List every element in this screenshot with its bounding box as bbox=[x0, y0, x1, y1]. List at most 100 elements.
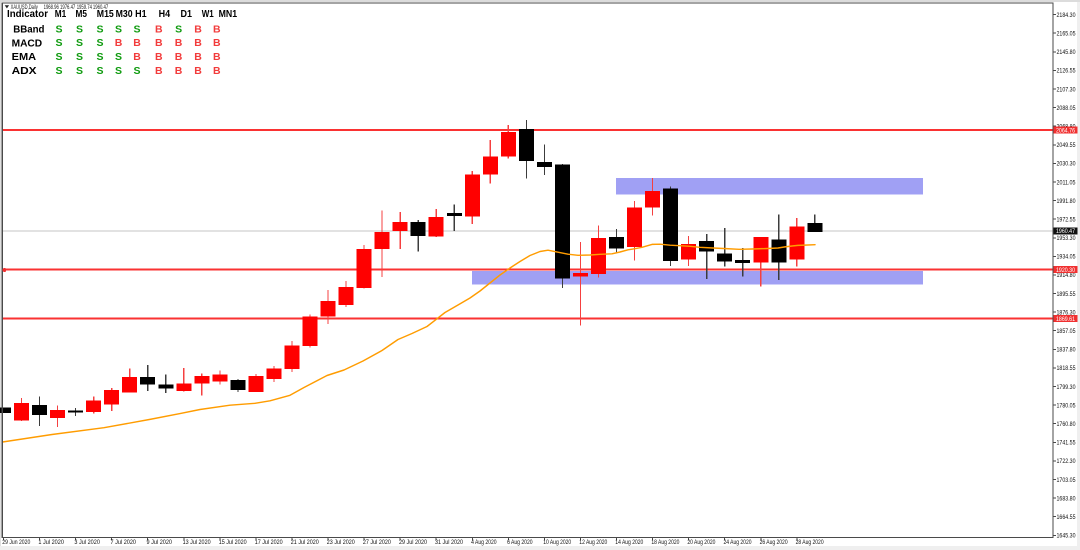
svg-text:14 Aug 2020: 14 Aug 2020 bbox=[615, 539, 643, 546]
svg-text:Indicator: Indicator bbox=[7, 9, 48, 20]
svg-text:B: B bbox=[155, 51, 163, 63]
svg-text:MN1: MN1 bbox=[219, 9, 238, 20]
svg-text:S: S bbox=[55, 23, 62, 35]
svg-text:M30: M30 bbox=[116, 9, 133, 20]
svg-text:1703.05: 1703.05 bbox=[1057, 477, 1076, 484]
svg-text:26 Aug 2020: 26 Aug 2020 bbox=[760, 539, 788, 546]
svg-text:9 Jul 2020: 9 Jul 2020 bbox=[147, 539, 173, 546]
svg-text:S: S bbox=[175, 23, 182, 35]
svg-text:W1: W1 bbox=[202, 9, 214, 20]
svg-text:B: B bbox=[155, 23, 163, 35]
svg-text:B: B bbox=[194, 37, 202, 49]
svg-text:2165.05: 2165.05 bbox=[1057, 31, 1076, 38]
svg-text:15 Jul 2020: 15 Jul 2020 bbox=[219, 539, 247, 546]
svg-text:1645.30: 1645.30 bbox=[1057, 533, 1076, 540]
svg-text:S: S bbox=[96, 51, 103, 63]
svg-text:2030.30: 2030.30 bbox=[1057, 161, 1076, 168]
svg-text:1876.30: 1876.30 bbox=[1057, 309, 1076, 316]
svg-text:1920.30: 1920.30 bbox=[1056, 267, 1075, 274]
svg-text:B: B bbox=[115, 37, 123, 49]
svg-text:1837.80: 1837.80 bbox=[1057, 347, 1076, 354]
svg-text:S: S bbox=[115, 65, 122, 77]
svg-text:6 Aug 2020: 6 Aug 2020 bbox=[507, 539, 533, 546]
svg-text:S: S bbox=[115, 23, 122, 35]
svg-text:S: S bbox=[76, 65, 83, 77]
svg-text:1934.05: 1934.05 bbox=[1057, 254, 1076, 261]
svg-text:S: S bbox=[133, 23, 140, 35]
svg-text:B: B bbox=[155, 65, 163, 77]
svg-text:29 Jun 2020: 29 Jun 2020 bbox=[2, 539, 30, 546]
svg-text:2107.30: 2107.30 bbox=[1057, 86, 1076, 93]
svg-text:H1: H1 bbox=[135, 9, 147, 20]
svg-text:B: B bbox=[213, 51, 221, 63]
svg-text:2088.05: 2088.05 bbox=[1057, 105, 1076, 112]
svg-text:4 Aug 2020: 4 Aug 2020 bbox=[471, 539, 497, 546]
svg-text:S: S bbox=[96, 65, 103, 77]
svg-text:B: B bbox=[213, 65, 221, 77]
svg-text:17 Jul 2020: 17 Jul 2020 bbox=[255, 539, 283, 546]
svg-text:1 Jul 2020: 1 Jul 2020 bbox=[38, 539, 64, 546]
svg-text:21 Jul 2020: 21 Jul 2020 bbox=[291, 539, 319, 546]
svg-text:1857.05: 1857.05 bbox=[1057, 328, 1076, 335]
svg-text:13 Jul 2020: 13 Jul 2020 bbox=[183, 539, 211, 546]
svg-text:23 Jul 2020: 23 Jul 2020 bbox=[327, 539, 355, 546]
svg-text:B: B bbox=[194, 51, 202, 63]
svg-text:1683.80: 1683.80 bbox=[1057, 495, 1076, 502]
svg-text:2011.05: 2011.05 bbox=[1057, 179, 1076, 186]
svg-text:B: B bbox=[133, 51, 141, 63]
svg-text:1760.80: 1760.80 bbox=[1057, 421, 1076, 428]
svg-text:EMA: EMA bbox=[12, 52, 36, 63]
svg-text:1976.47: 1976.47 bbox=[60, 5, 76, 11]
svg-text:B: B bbox=[194, 65, 202, 77]
svg-text:M5: M5 bbox=[76, 9, 88, 20]
svg-text:XAUUSD,Daily: XAUUSD,Daily bbox=[11, 5, 38, 11]
svg-text:1780.05: 1780.05 bbox=[1057, 402, 1076, 409]
svg-text:B: B bbox=[155, 37, 163, 49]
svg-text:S: S bbox=[133, 65, 140, 77]
svg-text:S: S bbox=[76, 51, 83, 63]
svg-text:3 Jul 2020: 3 Jul 2020 bbox=[74, 539, 100, 546]
svg-text:1869.61: 1869.61 bbox=[1056, 316, 1075, 323]
svg-text:2126.55: 2126.55 bbox=[1057, 68, 1076, 75]
svg-text:MACD: MACD bbox=[12, 38, 42, 49]
svg-text:M1: M1 bbox=[55, 9, 67, 20]
svg-text:12 Aug 2020: 12 Aug 2020 bbox=[579, 539, 607, 546]
svg-text:27 Jul 2020: 27 Jul 2020 bbox=[363, 539, 391, 546]
svg-text:1895.55: 1895.55 bbox=[1057, 291, 1076, 298]
svg-text:B: B bbox=[194, 23, 202, 35]
svg-text:S: S bbox=[96, 23, 103, 35]
svg-text:B: B bbox=[133, 37, 141, 49]
svg-text:2049.55: 2049.55 bbox=[1057, 142, 1076, 149]
svg-text:BBand: BBand bbox=[13, 24, 44, 35]
svg-text:18 Aug 2020: 18 Aug 2020 bbox=[651, 539, 679, 546]
svg-text:29 Jul 2020: 29 Jul 2020 bbox=[399, 539, 427, 546]
svg-text:1960.47: 1960.47 bbox=[93, 5, 109, 11]
svg-text:31 Jul 2020: 31 Jul 2020 bbox=[435, 539, 463, 546]
svg-text:1914.80: 1914.80 bbox=[1057, 272, 1076, 279]
svg-text:S: S bbox=[55, 65, 62, 77]
svg-text:1959.74: 1959.74 bbox=[77, 5, 93, 11]
svg-text:7 Jul 2020: 7 Jul 2020 bbox=[111, 539, 137, 546]
svg-text:2145.80: 2145.80 bbox=[1057, 49, 1076, 56]
svg-text:1953.30: 1953.30 bbox=[1057, 235, 1076, 242]
svg-text:S: S bbox=[76, 37, 83, 49]
svg-text:1664.55: 1664.55 bbox=[1057, 514, 1076, 521]
svg-text:1960.47: 1960.47 bbox=[1056, 228, 1075, 235]
svg-text:S: S bbox=[115, 51, 122, 63]
svg-text:B: B bbox=[175, 51, 183, 63]
svg-text:1818.55: 1818.55 bbox=[1057, 365, 1076, 372]
svg-text:M15: M15 bbox=[97, 9, 114, 20]
svg-text:B: B bbox=[175, 65, 183, 77]
svg-text:28 Aug 2020: 28 Aug 2020 bbox=[796, 539, 824, 546]
svg-text:B: B bbox=[213, 37, 221, 49]
svg-text:S: S bbox=[96, 37, 103, 49]
svg-text:10 Aug 2020: 10 Aug 2020 bbox=[543, 539, 571, 546]
svg-text:20 Aug 2020: 20 Aug 2020 bbox=[687, 539, 715, 546]
svg-text:D1: D1 bbox=[181, 9, 193, 20]
svg-text:1968.96: 1968.96 bbox=[44, 5, 60, 11]
svg-text:2064.76: 2064.76 bbox=[1056, 127, 1075, 134]
svg-text:1722.30: 1722.30 bbox=[1057, 458, 1076, 465]
svg-text:S: S bbox=[76, 23, 83, 35]
svg-text:1972.55: 1972.55 bbox=[1057, 216, 1076, 223]
svg-text:B: B bbox=[213, 23, 221, 35]
